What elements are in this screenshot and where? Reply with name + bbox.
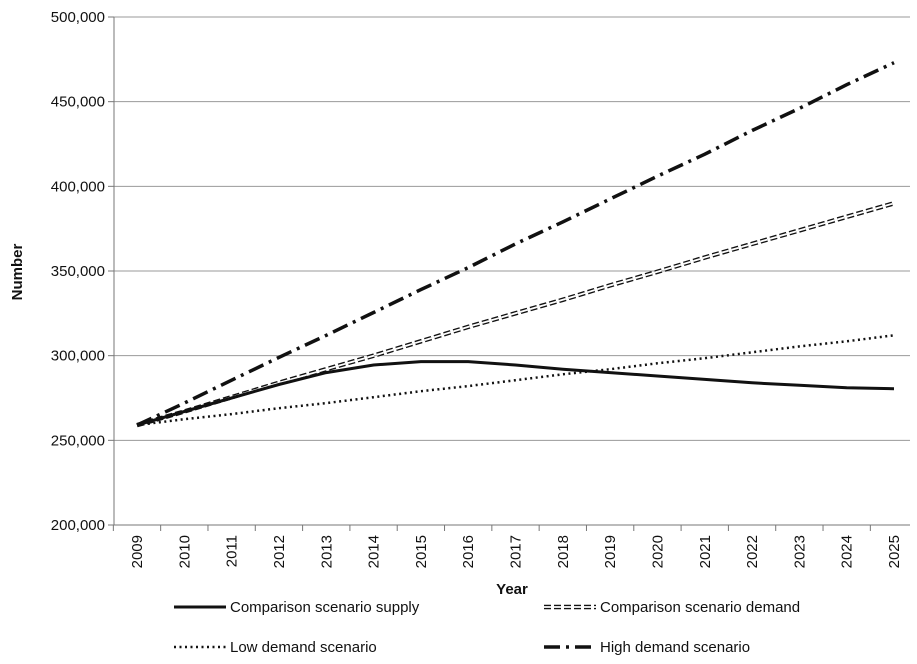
y-axis-title: Number bbox=[9, 244, 26, 301]
x-tick-label: 2021 bbox=[697, 535, 714, 568]
x-tick-label: 2009 bbox=[129, 535, 146, 568]
legend-label: Comparison scenario demand bbox=[600, 599, 800, 616]
grid-lines bbox=[114, 16, 910, 441]
tick-labels: 200,000 250,000 300,000 350,000 400,000 450,0… bbox=[51, 9, 903, 568]
y-tick-label: 350,000 bbox=[51, 263, 105, 280]
x-tick-label: 2014 bbox=[366, 535, 383, 568]
y-tick-label: 500,000 bbox=[51, 9, 105, 26]
x-tick-label: 2024 bbox=[839, 535, 856, 568]
series-line-dashdot bbox=[136, 61, 895, 427]
legend-label: Low demand scenario bbox=[230, 639, 377, 656]
x-tick-label: 2019 bbox=[602, 535, 619, 568]
series-path bbox=[136, 334, 895, 427]
x-tick-label: 2018 bbox=[555, 535, 572, 568]
series-path bbox=[136, 360, 895, 427]
x-tick-label: 2012 bbox=[271, 535, 288, 568]
axes bbox=[108, 16, 910, 531]
x-tick-label: 2011 bbox=[224, 535, 241, 567]
y-tick-label: 200,000 bbox=[51, 517, 105, 534]
legend-item: Low demand scenario bbox=[174, 639, 377, 656]
legend-item: Comparison scenario supply bbox=[174, 599, 420, 616]
series-path bbox=[136, 61, 895, 427]
y-tick-label: 450,000 bbox=[51, 94, 105, 111]
legend-item: Comparison scenario demand bbox=[544, 599, 800, 616]
x-axis-title: Year bbox=[496, 581, 528, 598]
legend-item: High demand scenario bbox=[544, 639, 750, 656]
legend-label: Comparison scenario supply bbox=[230, 599, 420, 616]
series-line-dotted bbox=[136, 334, 895, 427]
y-tick-label: 250,000 bbox=[51, 432, 105, 449]
x-tick-label: 2017 bbox=[508, 535, 525, 568]
x-tick-label: 2015 bbox=[413, 535, 430, 568]
y-tick-label: 300,000 bbox=[51, 348, 105, 365]
series-lines bbox=[136, 61, 895, 428]
x-tick-label: 2022 bbox=[744, 535, 761, 568]
y-tick-label: 400,000 bbox=[51, 178, 105, 195]
x-tick-label: 2025 bbox=[886, 535, 903, 568]
legend-label: High demand scenario bbox=[600, 639, 750, 656]
x-tick-label: 2010 bbox=[176, 535, 193, 568]
x-tick-label: 2013 bbox=[318, 535, 335, 568]
legend: Comparison scenario supply Comparison sce… bbox=[174, 599, 800, 656]
x-tick-label: 2016 bbox=[460, 535, 477, 568]
x-tick-label: 2020 bbox=[649, 535, 666, 568]
x-tick-label: 2023 bbox=[791, 535, 808, 568]
series-line-solid bbox=[136, 360, 895, 427]
